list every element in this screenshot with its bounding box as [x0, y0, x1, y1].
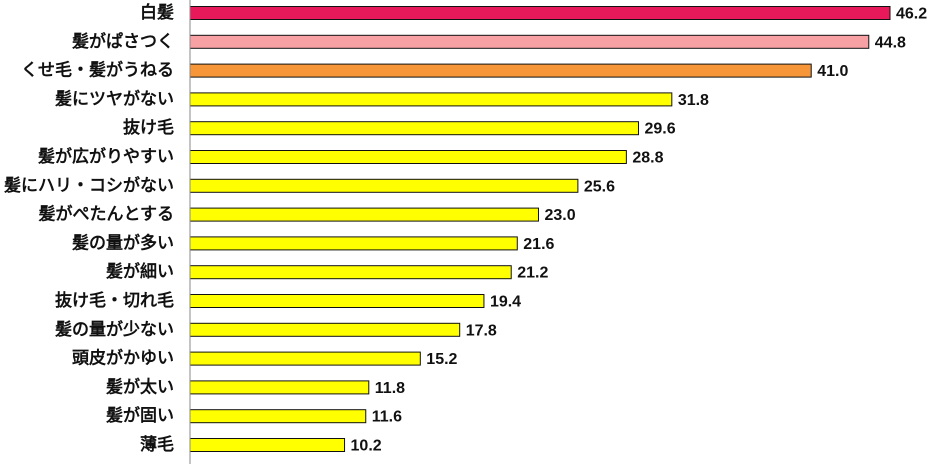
- value-label: 19.4: [490, 294, 521, 311]
- bar: [189, 92, 673, 107]
- category-label: 髪の量が多い: [71, 232, 174, 253]
- value-label: 41.0: [817, 63, 848, 80]
- bar: [189, 236, 518, 251]
- category-label: 髪が固い: [105, 405, 174, 426]
- category-labels: 白髪髪がぱさつくくせ毛・髪がうねる髪にツヤがない抜け毛髪が広がりやすい髪にハリ・…: [3, 2, 174, 455]
- value-label: 28.8: [632, 150, 663, 167]
- category-label: 髪が太い: [105, 376, 174, 397]
- category-label: 髪が広がりやすい: [37, 146, 174, 167]
- category-label: 抜け毛・切れ毛: [55, 290, 174, 311]
- bars: [189, 6, 891, 452]
- bar: [189, 294, 485, 308]
- category-label: 髪がぺたんとする: [38, 204, 175, 225]
- value-label: 31.8: [678, 92, 709, 109]
- value-labels: 46.2 44.8 41.0 31.829.6 28.8 25.6 23.0 21.6 21.2…: [351, 6, 928, 455]
- bar: [189, 207, 539, 222]
- value-label: 21.2: [517, 265, 548, 282]
- bar: [189, 351, 421, 366]
- category-label: 髪がぱさつく: [71, 31, 174, 52]
- value-label: 46.2: [896, 6, 927, 23]
- value-label: 11.6: [372, 409, 402, 426]
- category-label: 髪にツヤがない: [54, 88, 174, 109]
- bar: [189, 380, 370, 395]
- category-label: くせ毛・髪がうねる: [21, 60, 174, 81]
- value-label: 10.2: [351, 438, 382, 455]
- value-label: 29.6: [644, 121, 675, 138]
- value-label: 25.6: [584, 178, 615, 195]
- bar: [189, 121, 639, 136]
- category-label: 髪にハリ・コシがない: [3, 175, 174, 196]
- category-label: 抜け毛: [123, 117, 174, 138]
- value-label: 23.0: [544, 207, 575, 224]
- category-label: 薄毛: [140, 434, 174, 455]
- bar: [189, 6, 891, 20]
- bar: [189, 409, 367, 424]
- bar: [189, 322, 461, 337]
- bar: [189, 265, 512, 280]
- bar: [189, 438, 346, 452]
- category-label: 頭皮がかゆい: [72, 348, 174, 369]
- category-label: 白髪: [140, 2, 174, 23]
- bar: [189, 178, 579, 193]
- bar: [189, 63, 812, 78]
- category-label: 髪が細い: [105, 261, 174, 282]
- bar: [189, 34, 870, 49]
- category-label: 髪の量が少ない: [54, 319, 174, 340]
- value-label: 11.8: [375, 380, 405, 397]
- value-label: 17.8: [466, 322, 497, 339]
- value-label: 44.8: [875, 34, 906, 51]
- bar: [189, 150, 627, 164]
- value-label: 21.6: [523, 236, 554, 253]
- value-label: 15.2: [426, 351, 457, 368]
